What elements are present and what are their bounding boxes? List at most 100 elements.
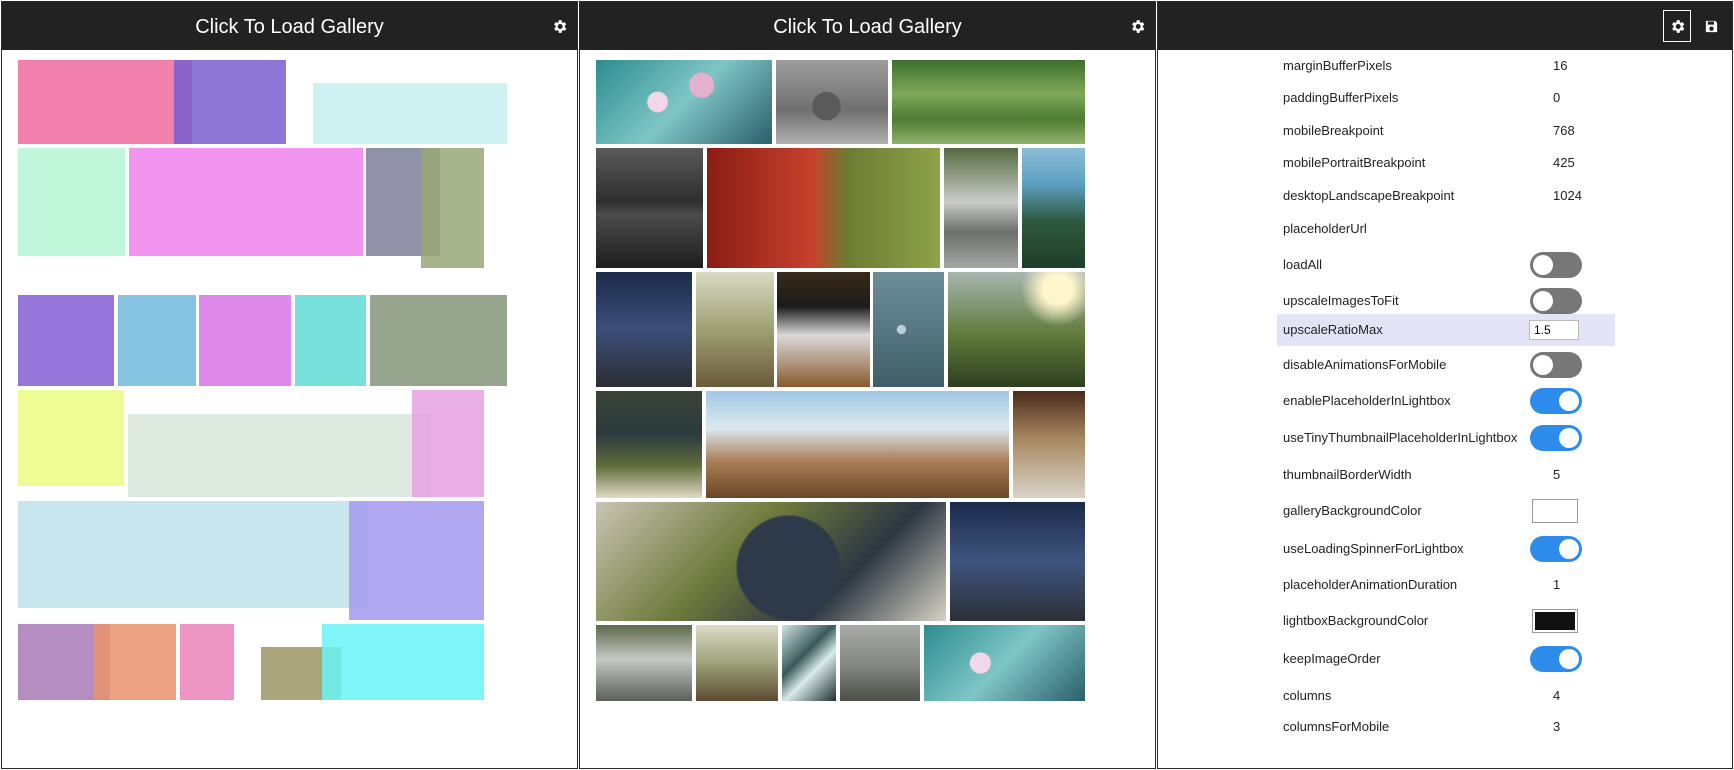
setting-row-upscaleImagesToFit: upscaleImagesToFit: [1277, 285, 1615, 317]
grape-cluster-photo[interactable]: [596, 502, 946, 621]
placeholder-block[interactable]: [18, 148, 125, 256]
toggle-switch[interactable]: [1530, 352, 1582, 378]
grass-field-photo[interactable]: [892, 60, 1085, 144]
setting-value[interactable]: 425: [1553, 155, 1575, 170]
pinecones-photo[interactable]: [776, 60, 888, 144]
cherry-blossom-photo[interactable]: [596, 60, 772, 144]
toggle-switch[interactable]: [1530, 536, 1582, 562]
foggy-hills-photo[interactable]: [840, 625, 920, 701]
boardwalk-photo[interactable]: [696, 272, 774, 387]
placeholder-block[interactable]: [18, 501, 368, 608]
placeholder-block[interactable]: [322, 624, 484, 700]
toggle-knob: [1559, 428, 1579, 448]
toggle-switch[interactable]: [1530, 252, 1582, 278]
grapes-vine-photo[interactable]: [596, 391, 702, 498]
placeholder-block[interactable]: [18, 295, 114, 386]
setting-value[interactable]: 1: [1553, 577, 1561, 592]
setting-value[interactable]: 0: [1553, 90, 1561, 105]
setting-input[interactable]: [1529, 320, 1579, 340]
setting-row-useTinyThumbnailPlaceholderInLightbox: useTinyThumbnailPlaceholderInLightbox: [1277, 422, 1615, 454]
sunny-meadow-photo[interactable]: [948, 272, 1085, 387]
setting-row-enablePlaceholderInLightbox: enablePlaceholderInLightbox: [1277, 385, 1615, 417]
waterfall-rocks-photo[interactable]: [944, 148, 1018, 268]
placeholder-block[interactable]: [18, 60, 192, 144]
setting-value[interactable]: 16: [1553, 58, 1568, 73]
setting-row-loadAll: loadAll: [1277, 249, 1615, 281]
placeholder-block[interactable]: [128, 414, 431, 497]
placeholder-block[interactable]: [18, 390, 124, 486]
toggle-switch[interactable]: [1530, 646, 1582, 672]
setting-label: mobilePortraitBreakpoint: [1283, 155, 1426, 170]
color-fill: [1535, 502, 1575, 520]
placeholder-block[interactable]: [94, 624, 176, 700]
setting-label: loadAll: [1283, 257, 1323, 272]
toggle-knob: [1559, 649, 1579, 669]
gallery-header[interactable]: Click To Load Gallery: [580, 2, 1155, 50]
gallery-panel-photos: Click To Load Gallery: [579, 1, 1156, 769]
setting-label: upscaleImagesToFit: [1283, 293, 1399, 308]
setting-row-desktopLandscapeBreakpoint: desktopLandscapeBreakpoint 1024: [1277, 180, 1615, 212]
placeholder-block[interactable]: [199, 295, 291, 386]
laptop-desk-photo[interactable]: [777, 272, 870, 387]
setting-value[interactable]: 5: [1553, 467, 1561, 482]
setting-label: useTinyThumbnailPlaceholderInLightbox: [1283, 430, 1518, 445]
setting-row-marginBufferPixels: marginBufferPixels 16: [1277, 50, 1615, 82]
setting-row-placeholderUrl: placeholderUrl: [1277, 213, 1615, 245]
setting-label: columnsForMobile: [1283, 719, 1390, 734]
setting-row-disableAnimationsForMobile: disableAnimationsForMobile: [1277, 349, 1615, 381]
gear-icon[interactable]: [549, 16, 569, 36]
gallery-panel-placeholders: Click To Load Gallery: [1, 1, 578, 769]
placeholder-block[interactable]: [174, 60, 286, 144]
placeholder-block[interactable]: [180, 624, 234, 700]
placeholder-block[interactable]: [370, 295, 507, 386]
color-swatch[interactable]: [1532, 609, 1578, 633]
setting-value[interactable]: 4: [1553, 688, 1561, 703]
placeholder-block[interactable]: [118, 295, 196, 386]
water-drops-photo[interactable]: [873, 272, 944, 387]
setting-label: enablePlaceholderInLightbox: [1283, 393, 1451, 408]
toggle-knob: [1533, 355, 1553, 375]
toggle-switch[interactable]: [1530, 288, 1582, 314]
city-bridge-night-photo[interactable]: [596, 148, 703, 268]
placeholder-block[interactable]: [129, 148, 363, 256]
abstract-lines-photo[interactable]: [782, 625, 836, 701]
red-door-grass-photo[interactable]: [707, 148, 940, 268]
color-swatch[interactable]: [1532, 499, 1578, 523]
setting-label: columns: [1283, 688, 1332, 703]
toggle-knob: [1559, 391, 1579, 411]
setting-value[interactable]: 3: [1553, 719, 1561, 734]
placeholder-block[interactable]: [421, 148, 484, 268]
lake-forest-photo[interactable]: [1022, 148, 1085, 268]
gear-icon[interactable]: [1127, 16, 1147, 36]
setting-label: mobileBreakpoint: [1283, 123, 1384, 138]
toggle-knob: [1533, 255, 1553, 275]
cherry-blossom-photo-2[interactable]: [924, 625, 1085, 701]
setting-row-paddingBufferPixels: paddingBufferPixels 0: [1277, 82, 1615, 114]
load-gallery-title[interactable]: Click To Load Gallery: [195, 16, 384, 38]
setting-row-placeholderAnimationDuration: placeholderAnimationDuration 1: [1277, 569, 1615, 601]
setting-label: disableAnimationsForMobile: [1283, 357, 1447, 372]
placeholder-block[interactable]: [313, 83, 507, 144]
desert-hills-photo[interactable]: [706, 391, 1009, 498]
setting-value[interactable]: 1024: [1553, 188, 1582, 203]
toggle-switch[interactable]: [1530, 388, 1582, 414]
settings-panel: marginBufferPixels 16 paddingBufferPixels 0…: [1157, 1, 1733, 769]
setting-row-upscaleRatioMax: upscaleRatioMax: [1277, 314, 1615, 346]
setting-value[interactable]: 768: [1553, 123, 1575, 138]
gallery-header[interactable]: Click To Load Gallery: [2, 2, 577, 50]
setting-label: galleryBackgroundColor: [1283, 503, 1422, 518]
bridge-tower-photo[interactable]: [596, 272, 692, 387]
desk-notebook-photo[interactable]: [1013, 391, 1085, 498]
placeholder-block[interactable]: [295, 295, 366, 386]
save-icon[interactable]: [1701, 16, 1721, 36]
waterfall-photo-2[interactable]: [596, 625, 692, 701]
setting-row-useLoadingSpinnerForLightbox: useLoadingSpinnerForLightbox: [1277, 533, 1615, 565]
boardwalk-photo-2[interactable]: [696, 625, 778, 701]
placeholder-block[interactable]: [412, 390, 484, 497]
gear-icon[interactable]: [1663, 10, 1691, 42]
bridge-tower-photo-2[interactable]: [950, 502, 1085, 621]
toggle-switch[interactable]: [1530, 425, 1582, 451]
placeholder-block[interactable]: [349, 501, 484, 620]
load-gallery-title[interactable]: Click To Load Gallery: [773, 16, 962, 38]
setting-row-mobileBreakpoint: mobileBreakpoint 768: [1277, 115, 1615, 147]
